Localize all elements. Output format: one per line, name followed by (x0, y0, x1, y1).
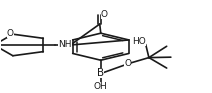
Text: OH: OH (94, 82, 108, 91)
Text: HO: HO (132, 37, 146, 46)
Text: O: O (101, 10, 108, 19)
Text: NH: NH (59, 40, 72, 49)
Text: O: O (124, 59, 131, 68)
Text: O: O (7, 29, 14, 38)
Text: B: B (97, 68, 104, 78)
